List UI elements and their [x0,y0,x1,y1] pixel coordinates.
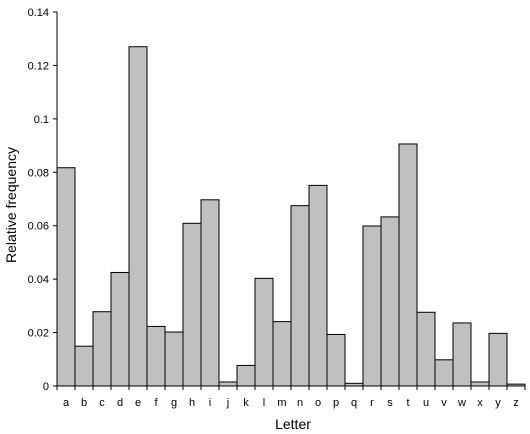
axes-group [53,11,526,390]
x-tick-label-i: i [209,397,211,409]
x-tick-label-r: r [370,397,374,409]
x-tick-label-v: v [441,397,447,409]
bar-o [308,184,328,387]
x-tick-label-k: k [243,397,249,409]
tick-labels-group: 0 0.02 0.04 0.06 0.08 0.1 0.12 0.14 a b c d e f g h i j k l… [28,7,519,409]
bar-j [218,381,238,387]
bars-group [56,46,526,387]
bar-m [272,321,292,387]
x-tick-label-c: c [99,397,105,409]
x-tick-label-z: z [513,397,519,409]
bar-i [200,199,220,387]
x-tick-label-y: y [495,397,501,409]
y-tick-label: 0.12 [28,60,49,72]
bar-h [182,222,202,387]
y-tick-label: 0.06 [28,221,49,233]
x-axis-title: Letter [275,416,311,432]
bar-x [470,381,490,387]
y-axis-title: Relative frequency [3,147,19,263]
bar-a [56,167,76,387]
bar-s [380,216,400,387]
y-tick-label: 0.02 [28,328,49,340]
x-tick-label-d: d [117,397,123,409]
y-tick-label: 0.04 [28,274,49,286]
bar-u [416,311,436,387]
x-tick-label-h: h [189,397,195,409]
bar-f [146,325,166,387]
y-tick-label: 0.14 [28,7,49,19]
bar-w [452,322,472,387]
x-tick-label-j: j [226,397,229,409]
bar-p [326,333,346,387]
x-tick-label-e: e [135,397,141,409]
x-tick-label-l: l [263,397,265,409]
x-tick-label-g: g [171,397,177,409]
bar-d [110,271,130,387]
x-tick-label-t: t [406,397,409,409]
x-tick-label-s: s [387,397,393,409]
x-tick-label-b: b [81,397,87,409]
x-tick-label-m: m [277,397,286,409]
bar-l [254,277,274,387]
y-tick-label: 0.08 [28,167,49,179]
bar-e [128,46,148,387]
bar-r [362,225,382,387]
y-tick-label: 0 [43,381,49,393]
bar-b [74,345,94,387]
bar-c [92,311,112,387]
x-tick-label-p: p [333,397,339,409]
x-tick-label-x: x [477,397,483,409]
x-tick-label-w: w [457,397,466,409]
x-tick-label-n: n [297,397,303,409]
y-tick-label: 0.1 [34,114,49,126]
bar-g [164,331,184,387]
bar-k [236,364,256,387]
bar-n [290,205,310,387]
bar-v [434,359,454,387]
x-tick-label-o: o [315,397,321,409]
x-tick-label-q: q [351,397,357,409]
x-tick-label-f: f [154,397,158,409]
bar-y [488,332,508,387]
bar-t [398,143,418,387]
x-tick-label-a: a [63,397,70,409]
x-tick-label-u: u [423,397,429,409]
